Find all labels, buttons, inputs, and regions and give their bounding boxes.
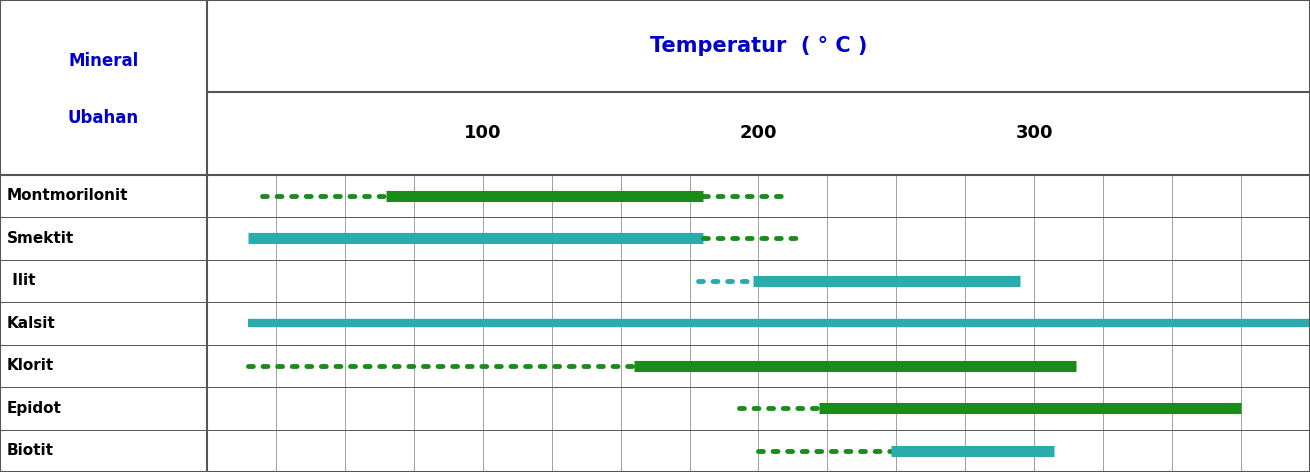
Text: 200: 200 (740, 124, 777, 143)
Text: Klorit: Klorit (7, 358, 54, 373)
Text: Montmorilonit: Montmorilonit (7, 188, 128, 203)
Text: Kalsit: Kalsit (7, 316, 55, 331)
Text: Ubahan: Ubahan (68, 109, 139, 127)
Text: Smektit: Smektit (7, 231, 73, 246)
Text: Temperatur  ( ° C ): Temperatur ( ° C ) (650, 36, 867, 56)
Text: 100: 100 (464, 124, 502, 143)
Text: Ilit: Ilit (7, 273, 35, 288)
Text: Mineral: Mineral (68, 52, 139, 70)
Text: Biotit: Biotit (7, 443, 54, 458)
Text: Epidot: Epidot (7, 401, 62, 416)
Text: 300: 300 (1015, 124, 1053, 143)
